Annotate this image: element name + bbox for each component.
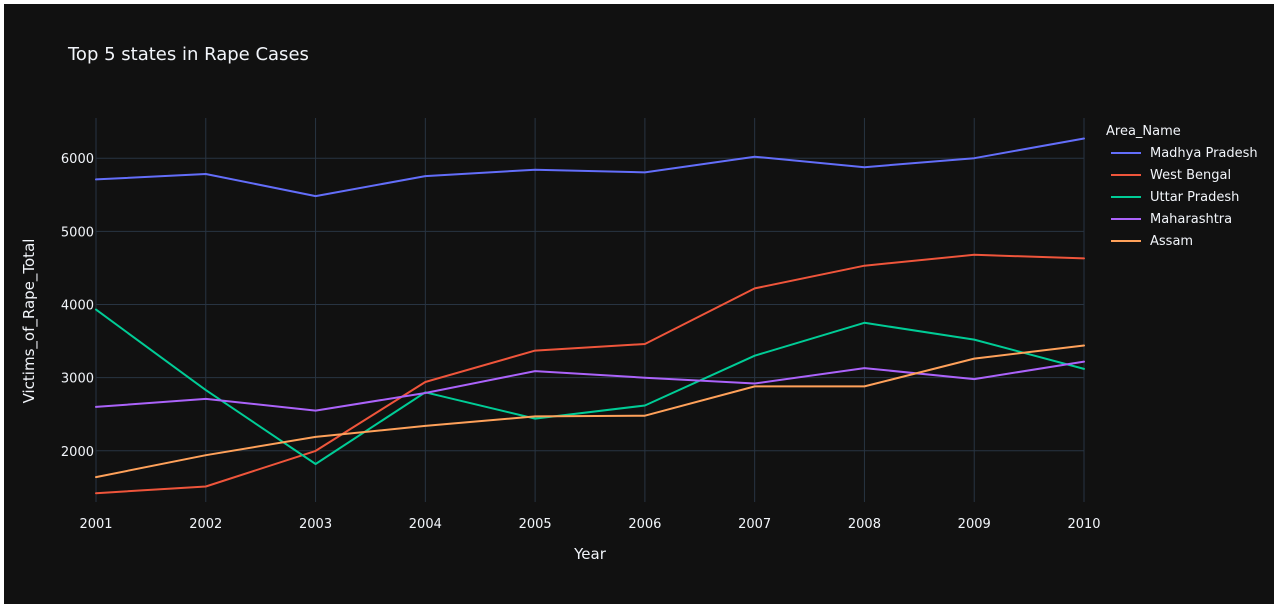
series-line-uttar-pradesh [95,308,1085,465]
legend-title: Area_Name [1106,124,1181,139]
x-tick-label: 2004 [409,517,442,532]
legend-item-uttar-pradesh[interactable]: Uttar Pradesh [1150,190,1239,205]
legend-item-west-bengal[interactable]: West Bengal [1150,168,1231,183]
x-tick-label: 2001 [79,517,112,532]
y-tick-labels: 2000 3000 4000 5000 6000 [61,152,94,460]
y-tick-label: 6000 [61,152,94,167]
x-tick-label: 2009 [958,517,991,532]
x-tick-label: 2010 [1067,517,1100,532]
legend-item-assam[interactable]: Assam [1150,234,1193,249]
x-tick-label: 2002 [189,517,222,532]
y-tick-label: 2000 [61,445,94,460]
series-line-assam [95,344,1085,479]
y-tick-label: 4000 [61,299,94,314]
x-tick-label: 2008 [848,517,881,532]
series-line-madhya-pradesh [95,137,1085,198]
x-tick-label: 2005 [519,517,552,532]
x-axis-title: Year [573,545,607,563]
series-line-maharashtra [95,360,1085,412]
legend: Area_Name Madhya Pradesh West Bengal Uttar… [1106,124,1258,249]
x-tick-label: 2006 [628,517,661,532]
legend-item-madhya-pradesh[interactable]: Madhya Pradesh [1150,146,1258,161]
x-tick-label: 2007 [738,517,771,532]
chart-frame: Top 5 states in Rape Cases 2001 2002 2003 2… [4,4,1274,604]
x-tick-label: 2003 [299,517,332,532]
y-axis-title: Victims_of_Rape_Total [20,239,39,404]
gridlines [95,118,1085,502]
chart-title: Top 5 states in Rape Cases [67,44,309,65]
y-tick-label: 5000 [61,225,94,240]
legend-item-maharashtra[interactable]: Maharashtra [1150,212,1232,227]
series-lines [95,137,1085,495]
y-tick-label: 3000 [61,372,94,387]
x-tick-labels: 2001 2002 2003 2004 2005 2006 2007 2008 2009 2010 [79,517,1100,532]
line-chart: Top 5 states in Rape Cases 2001 2002 2003 2… [20,44,1258,563]
series-line-west-bengal [95,253,1085,495]
